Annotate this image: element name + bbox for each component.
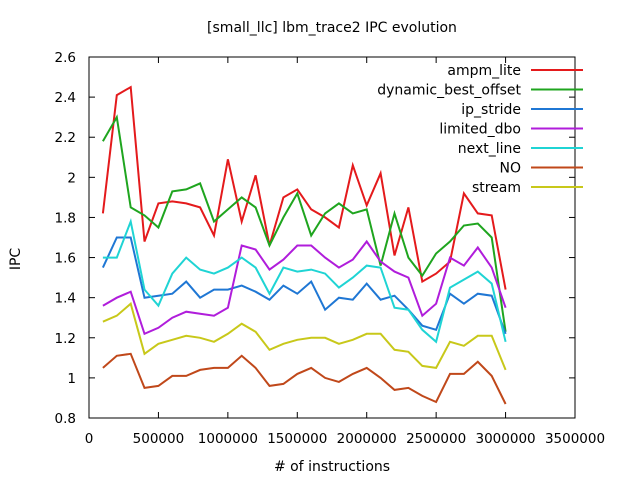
legend-label: limited_dbo bbox=[439, 122, 521, 138]
series-line-dynamic-best-offset bbox=[102, 114, 507, 332]
y-tick-label: 1 bbox=[67, 371, 76, 387]
axis-ticks: 0.8 1 1.2 1.4 1.6 1.8 2 2.2 2.4 2.6 0 500000 1000000… bbox=[55, 50, 606, 447]
x-axis-label: # of instructions bbox=[274, 459, 390, 475]
series-line-stream bbox=[102, 301, 507, 371]
y-tick-label: 2.6 bbox=[55, 50, 76, 66]
legend-label: stream bbox=[472, 180, 521, 196]
x-tick-label: 2000000 bbox=[337, 431, 397, 447]
legend-label: NO bbox=[500, 161, 522, 177]
x-tick-label: 0 bbox=[85, 431, 94, 447]
y-axis-label: IPC bbox=[8, 248, 24, 271]
series-line-no bbox=[102, 352, 507, 405]
x-tick-label: 3500000 bbox=[545, 431, 605, 447]
y-tick-label: 1.4 bbox=[55, 291, 76, 307]
x-tick-label: 500000 bbox=[133, 431, 185, 447]
y-tick-label: 1.8 bbox=[55, 210, 76, 226]
series-line-ampm-lite bbox=[101, 85, 507, 290]
x-tick-label: 3000000 bbox=[476, 431, 536, 447]
y-tick-label: 1.2 bbox=[55, 331, 76, 347]
series-line-limited-dbo bbox=[102, 239, 507, 336]
legend-label: dynamic_best_offset bbox=[377, 83, 521, 99]
series-lines bbox=[101, 85, 507, 405]
legend-label: ip_stride bbox=[461, 102, 521, 118]
y-tick-label: 1.6 bbox=[55, 251, 76, 267]
legend-label: next_line bbox=[458, 141, 521, 157]
y-tick-label: 2 bbox=[67, 170, 76, 186]
x-tick-label: 1500000 bbox=[267, 431, 327, 447]
legend-label: ampm_lite bbox=[447, 63, 521, 79]
legend: ampm_lite dynamic_best_offset ip_stridelim… bbox=[377, 63, 583, 196]
x-tick-label: 2500000 bbox=[406, 431, 466, 447]
y-tick-label: 0.8 bbox=[55, 411, 76, 427]
y-tick-label: 2.2 bbox=[55, 130, 76, 146]
y-tick-label: 2.4 bbox=[55, 90, 76, 106]
chart-title: [small_llc] lbm_trace2 IPC evolution bbox=[207, 20, 457, 36]
plot-frame bbox=[88, 56, 576, 419]
series-line-ip-stride bbox=[101, 236, 507, 335]
series-line-next-line bbox=[102, 217, 507, 344]
x-tick-label: 1000000 bbox=[198, 431, 258, 447]
